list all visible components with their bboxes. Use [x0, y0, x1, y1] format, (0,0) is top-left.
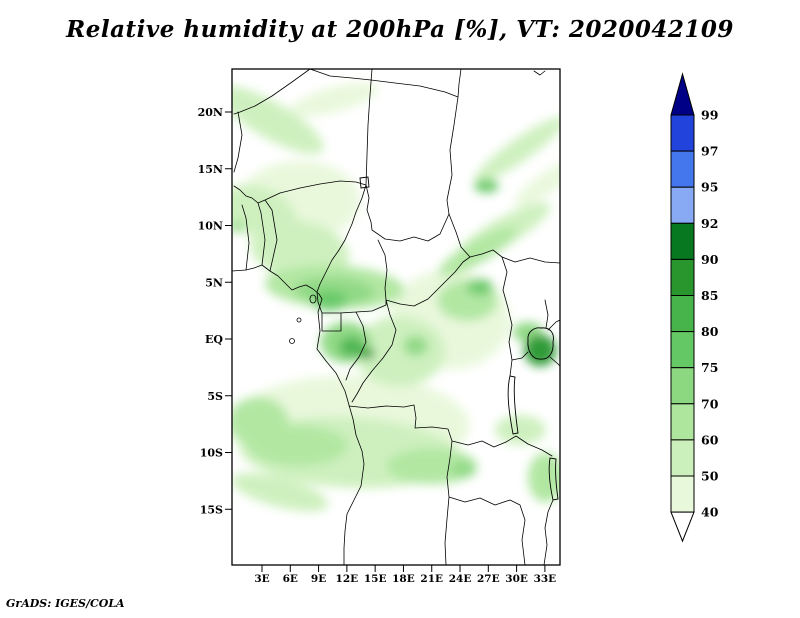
longitude-axis: 3E 6E 9E 12E 15E 18E 21E 24E 27E 30E 33E: [254, 565, 556, 585]
lon-tick-label: 12E: [336, 573, 359, 585]
west-africa-borders: [233, 180, 367, 272]
lat-tick-label: 10S: [200, 447, 223, 460]
humidity-shading-blob: [524, 334, 557, 367]
principe-island: [296, 317, 302, 323]
colorbar-segment: [670, 367, 695, 405]
coastline: [231, 264, 365, 566]
lon-tick-label: 21E: [420, 573, 443, 585]
colorbar-tick-label: 85: [701, 288, 718, 303]
colorbar-segment: [670, 331, 695, 369]
lat-tick-label: 5S: [207, 390, 223, 403]
humidity-shading-blob: [232, 396, 289, 447]
colorbar-segment: [670, 295, 695, 333]
plot-title: Relative humidity at 200hPa [%], VT: 202…: [66, 16, 734, 43]
colorbar-tick-label: 80: [701, 324, 719, 339]
cameroon-gabon-congo-borders: [316, 239, 471, 403]
colorbar-segment: [670, 258, 695, 296]
colorbar-tick-label: 70: [701, 396, 719, 411]
humidity-shading-blob: [232, 220, 244, 233]
humidity-shading-blob: [360, 348, 376, 360]
country-borders: [231, 68, 561, 566]
lon-tick-label: 18E: [392, 573, 415, 585]
colorbar-tick-label: 50: [701, 469, 719, 484]
colorbar-top-arrow: [670, 72, 695, 116]
map-frame: [231, 68, 561, 566]
humidity-shading-blob: [438, 226, 518, 277]
lon-tick-label: 27E: [477, 573, 500, 585]
colorbar-tick-label: 97: [701, 144, 718, 159]
lon-tick-label: 33E: [534, 573, 557, 585]
humidity-shading-blob: [232, 85, 324, 154]
lon-tick-label: 6E: [283, 573, 298, 585]
colorbar-segment: [670, 475, 695, 513]
colorbar-bottom-arrow: [670, 511, 695, 543]
colorbar-tick-label: 60: [701, 432, 719, 447]
lon-tick-label: 9E: [311, 573, 326, 585]
colorbar-tick-label: 40: [701, 505, 719, 520]
humidity-shading-blob: [339, 336, 364, 358]
colorbar-tick-label: 75: [701, 360, 718, 375]
lat-tick-label: 10N: [198, 220, 223, 233]
lake-tanganyika: [507, 375, 519, 435]
lat-tick-label: 15S: [200, 503, 223, 516]
colorbar-tick-label: 99: [701, 108, 718, 123]
lakes: [359, 176, 559, 501]
lat-tick-label: EQ: [205, 333, 223, 346]
lon-tick-label: 3E: [254, 573, 269, 585]
latitude-axis: 20N 15N 10N 5N EQ 5S 10S 15S: [198, 106, 232, 516]
sahara-borders: [233, 68, 546, 215]
lon-tick-label: 15E: [364, 573, 387, 585]
humidity-shading-blob: [232, 472, 329, 512]
humidity-shading-blob: [514, 158, 560, 207]
southern-borders: [348, 404, 554, 566]
colorbar-segment: [670, 439, 695, 477]
lon-tick-label: 30E: [505, 573, 528, 585]
colorbar-segment: [670, 114, 695, 152]
humidity-shading-blob: [386, 447, 477, 485]
humidity-shading-blob: [474, 178, 499, 193]
sao-tome-island: [289, 338, 295, 344]
lat-tick-label: 15N: [198, 163, 223, 176]
lake-chad: [359, 176, 370, 189]
humidity-shading-blob: [311, 290, 348, 311]
chad-car-sudan-borders: [365, 184, 561, 264]
humidity-shading-blob: [403, 335, 428, 357]
colorbar-segment: [670, 150, 695, 188]
humidity-shading-blob: [290, 82, 379, 117]
nigeria-cameroon-border: [316, 184, 367, 293]
colorbar-tick-label: 95: [701, 180, 718, 195]
colorbar: 99 97 95 92 90 85 80 75 70 60 50 40: [670, 72, 719, 543]
humidity-shading-blob: [451, 461, 477, 478]
credit-text: GrADS: IGES/COLA: [6, 597, 125, 610]
humidity-shading-blob: [475, 116, 560, 183]
humidity-shading-blob: [494, 415, 546, 445]
colorbar-segment: [670, 222, 695, 260]
lake-victoria: [527, 327, 554, 360]
colorbar-tick-label: 90: [701, 252, 719, 267]
humidity-shading-blob: [354, 316, 445, 387]
humidity-shading-blob: [466, 278, 494, 295]
east-africa-borders: [501, 256, 561, 377]
lat-tick-label: 5N: [205, 276, 223, 289]
lake-malawi: [548, 457, 559, 501]
humidity-shading-layer: [232, 82, 560, 512]
lat-tick-label: 20N: [198, 106, 223, 119]
colorbar-tick-label: 92: [701, 216, 718, 231]
colorbar-segment: [670, 186, 695, 224]
lon-tick-label: 24E: [449, 573, 472, 585]
bioko-island: [309, 294, 317, 304]
colorbar-segment: [670, 403, 695, 441]
humidity-shading-blob: [527, 452, 560, 503]
gulf-of-guinea-islands: [289, 294, 317, 344]
